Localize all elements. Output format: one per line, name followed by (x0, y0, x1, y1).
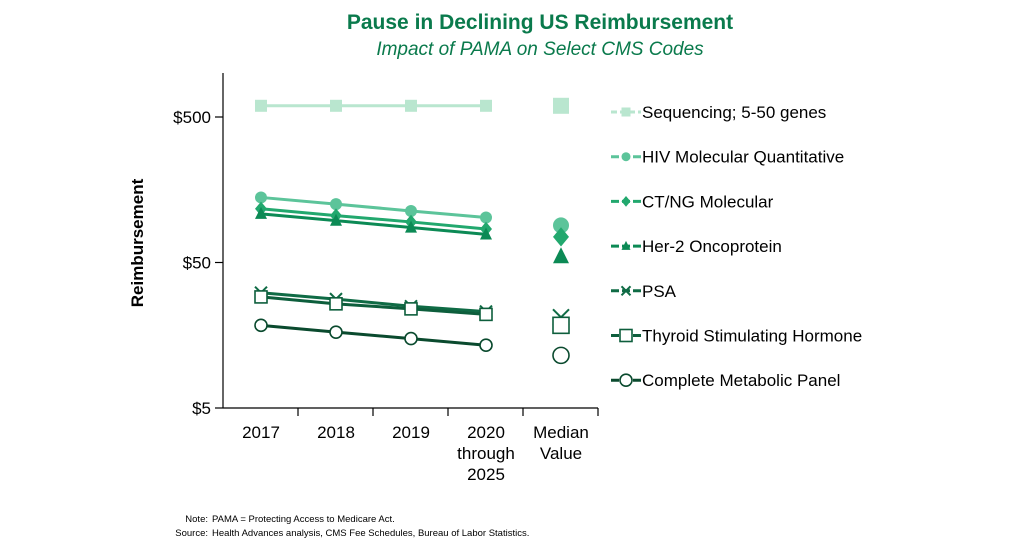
legend-item: HIV Molecular Quantitative (611, 148, 844, 167)
data-point (479, 338, 493, 353)
data-point (254, 318, 268, 333)
data-point (480, 99, 492, 112)
legend-marker (621, 240, 631, 250)
legend-label: CT/NG Molecular (642, 192, 774, 211)
median-category-label: Median (533, 423, 589, 442)
data-point (405, 204, 417, 217)
data-point (330, 213, 342, 226)
series-her-2-oncoprotein (255, 206, 492, 240)
legend: Sequencing; 5-50 genes HIV Molecular Quan… (611, 103, 862, 390)
median-point (553, 217, 569, 234)
legend-marker (621, 107, 631, 117)
legend-item: Sequencing; 5-50 genes (611, 103, 826, 122)
source-text: Health Advances analysis, CMS Fee Schedu… (212, 528, 529, 539)
series-line (260, 323, 487, 347)
data-point (405, 220, 417, 233)
legend-label: Complete Metabolic Panel (642, 371, 840, 390)
legend-label: Sequencing; 5-50 genes (642, 103, 826, 122)
data-point (405, 99, 417, 112)
legend-marker (619, 328, 633, 343)
axes: $500 $50 $5 2017 2018 2019 2020 through 2025 Medi… (173, 73, 599, 484)
y-axis-label: Reimbursement (128, 178, 147, 307)
x-tick-label: 2018 (317, 423, 355, 442)
chart-title: Pause in Declining US Reimbursement (347, 11, 733, 34)
median-point (553, 227, 569, 247)
note-text: PAMA = Protecting Access to Medicare Act… (212, 514, 395, 525)
chart-subtitle: Impact of PAMA on Select CMS Codes (376, 39, 704, 60)
y-tick-label: $5 (192, 399, 211, 418)
legend-item: CT/NG Molecular (611, 192, 774, 211)
data-point (254, 290, 268, 304)
data-point (480, 211, 492, 224)
data-point (480, 227, 492, 240)
legend-marker (621, 152, 631, 162)
x-tick-label: through (457, 444, 515, 463)
legend-label: Her-2 Oncoprotein (642, 237, 782, 256)
source-label: Source: (175, 528, 208, 539)
series-complete-metabolic-panel (254, 318, 493, 353)
series-line (260, 291, 487, 314)
data-point (255, 191, 267, 204)
legend-marker (621, 196, 631, 207)
legend-marker (620, 285, 632, 297)
median-point (553, 97, 569, 114)
legend-label: HIV Molecular Quantitative (642, 148, 844, 167)
series-line (260, 295, 487, 316)
legend-item: PSA (611, 282, 677, 301)
note-label: Note: (185, 514, 208, 525)
median-point (552, 316, 570, 335)
data-point (329, 297, 343, 311)
series-line (260, 212, 487, 236)
legend-marker (619, 373, 633, 388)
data-point (329, 325, 343, 339)
data-point (255, 99, 267, 112)
legend-label: PSA (642, 282, 677, 301)
median-layer (552, 97, 570, 365)
data-point (404, 331, 418, 346)
series-layer (254, 99, 493, 353)
x-tick-label: 2020 (467, 423, 505, 442)
legend-item: Thyroid Stimulating Hormone (611, 327, 862, 346)
x-tick-label: 2025 (467, 465, 505, 484)
median-point (553, 247, 569, 264)
x-tick-label: 2017 (242, 423, 280, 442)
data-point (479, 307, 493, 322)
y-tick-label: $500 (173, 108, 211, 127)
y-tick-label: $50 (183, 254, 211, 273)
data-point (330, 198, 342, 211)
series-line (260, 207, 487, 231)
footnotes: Note: PAMA = Protecting Access to Medica… (175, 514, 529, 539)
series-hiv-molecular-quantitative (255, 191, 492, 224)
x-tick-label: 2019 (392, 423, 430, 442)
data-point (404, 302, 418, 316)
legend-item: Her-2 Oncoprotein (611, 237, 782, 256)
series-thyroid-stimulating-hormone (254, 290, 493, 322)
series-line (260, 195, 487, 219)
legend-item: Complete Metabolic Panel (611, 371, 840, 390)
series-sequencing-5-50-genes (255, 99, 492, 112)
data-point (255, 206, 267, 219)
median-category-label: Value (540, 444, 582, 463)
legend-label: Thyroid Stimulating Hormone (642, 327, 862, 346)
median-point (552, 346, 570, 365)
data-point (330, 99, 342, 112)
